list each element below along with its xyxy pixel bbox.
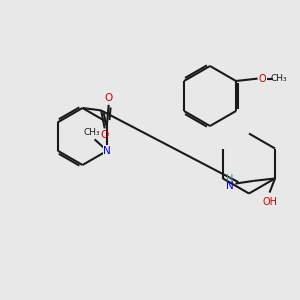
Text: OH: OH bbox=[262, 196, 277, 207]
Text: CH₃: CH₃ bbox=[271, 74, 287, 83]
Text: N: N bbox=[226, 181, 234, 191]
Text: N: N bbox=[103, 146, 111, 156]
Text: H: H bbox=[226, 174, 234, 184]
Text: O: O bbox=[259, 74, 266, 84]
Text: O: O bbox=[100, 130, 109, 140]
Text: O: O bbox=[105, 93, 113, 103]
Text: CH₃: CH₃ bbox=[84, 128, 101, 137]
